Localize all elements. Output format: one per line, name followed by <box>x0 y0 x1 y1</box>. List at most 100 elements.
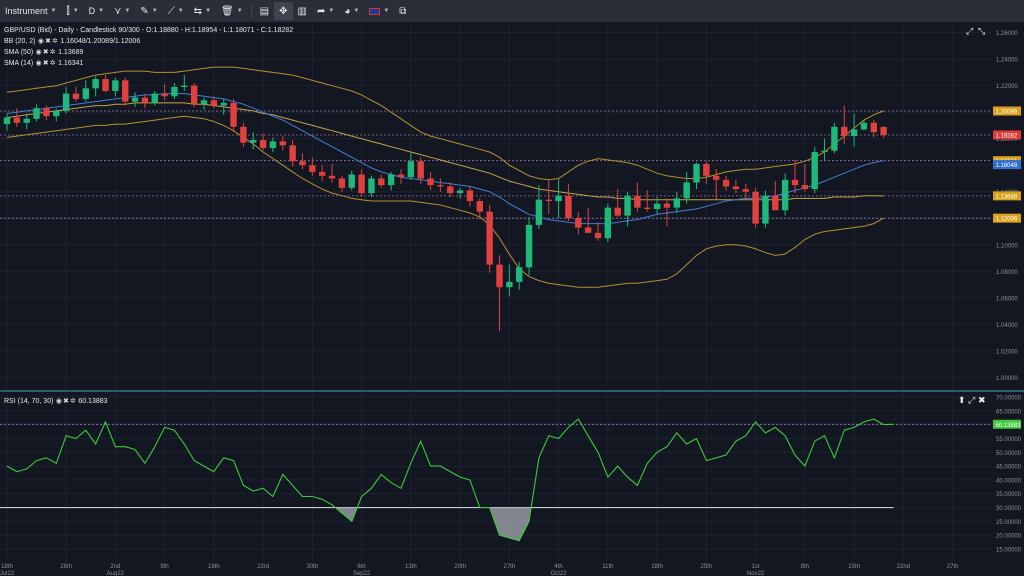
timeframe-label: D <box>88 6 96 16</box>
expand-panel-icon[interactable]: ⤢ <box>966 26 974 36</box>
close-icon[interactable]: ✖ <box>45 38 51 45</box>
rsi-chart[interactable]: 70.0000065.0000060.0000055.0000050.00000… <box>0 393 1024 576</box>
time-tick-label: 6th <box>357 564 365 570</box>
candle-body <box>190 85 198 105</box>
time-tick-month-label: Aug22 <box>107 571 125 576</box>
candle-body <box>348 174 355 188</box>
time-tick-label: 23rd <box>257 564 269 570</box>
gear-icon[interactable]: ✲ <box>49 60 56 67</box>
language-button[interactable]: ▼ <box>364 2 394 20</box>
close-icon[interactable]: ✖ <box>62 398 69 405</box>
candle-body <box>368 178 375 194</box>
close-icon[interactable]: ✖ <box>42 49 49 56</box>
candle-body <box>43 108 50 117</box>
close-panel-icon[interactable]: ✖ <box>978 395 986 405</box>
eye-icon[interactable]: ◉ <box>37 38 45 45</box>
time-tick-month-label: Sep22 <box>353 571 371 576</box>
bb-upper-line <box>6 66 884 181</box>
instrument-label: Instrument <box>5 6 48 16</box>
time-axis-background <box>0 561 1024 576</box>
chevron-down-icon: ▼ <box>383 8 390 14</box>
close-icon[interactable]: ✖ <box>42 60 49 67</box>
chart-header: GBP/USD (Bid) - Daily - Candlestick 90/3… <box>4 27 294 34</box>
candle-body <box>358 174 365 194</box>
rsi-axis[interactable]: 70.0000065.0000060.0000055.0000050.00000… <box>993 393 1024 563</box>
candle-body <box>575 218 582 228</box>
eye-icon[interactable]: ◉ <box>35 60 42 67</box>
move-up-icon[interactable]: ⬆ <box>958 395 966 405</box>
price-axis[interactable]: 1.260001.240001.220001.200001.180001.160… <box>993 22 1024 390</box>
drawing-tools-button[interactable]: ✎ ▼ <box>135 2 162 20</box>
time-tick-label: 18th <box>651 564 663 570</box>
candle-body <box>387 174 395 186</box>
candle-body <box>841 126 848 137</box>
line-tools-button[interactable]: ⟋ ▼ <box>163 2 189 20</box>
indicators-button[interactable]: ⋎ ▼ <box>109 2 135 20</box>
legend-bb[interactable]: BB (20, 2) ◉✖✲ 1.16048/1.20089/1.12006 <box>4 37 140 47</box>
share-button[interactable]: ➦ ▼ <box>312 2 339 20</box>
gear-icon[interactable]: ✲ <box>52 38 58 45</box>
legend-sma14-value: 1.16341 <box>58 60 84 67</box>
line-icon: ⟋ <box>167 5 175 17</box>
price-axis-background <box>993 22 1024 390</box>
legend-sma14[interactable]: SMA (14) ◉✖✲ 1.16341 <box>4 59 83 69</box>
delete-button[interactable]: 🗑 ▼ <box>216 2 248 20</box>
time-tick-month-label: Jul22 <box>0 571 15 576</box>
shapes-button[interactable]: ⇆ ▼ <box>189 2 216 20</box>
timeframe-dropdown[interactable]: D ▼ <box>84 2 109 20</box>
maximize-icon[interactable]: ⤡ <box>978 26 986 36</box>
gear-icon[interactable]: ✲ <box>49 49 56 56</box>
candle-body <box>240 126 247 143</box>
legend-sma14-name: SMA (14) <box>4 60 34 67</box>
time-tick-month-label: Oct22 <box>551 571 568 576</box>
layout-button[interactable]: ▤ <box>255 2 274 20</box>
eye-icon[interactable]: ◉ <box>55 398 62 405</box>
time-tick-label: 16th <box>208 564 220 570</box>
gear-icon[interactable]: ✲ <box>69 398 76 405</box>
legend-sma50[interactable]: SMA (50) ◉✖✲ 1.13689 <box>4 48 83 58</box>
price-tick-label: 1.18000 <box>996 137 1018 143</box>
candle-body <box>791 179 799 186</box>
theme-button[interactable]: ◕ ▼ <box>339 2 364 20</box>
candle-body <box>466 190 474 202</box>
eye-icon[interactable]: ◉ <box>35 49 42 56</box>
price-badge-label: 1.20089 <box>996 110 1018 116</box>
time-tick-label: 2nd <box>110 564 120 570</box>
candle-body <box>289 145 296 162</box>
shape-icon: ⇆ <box>193 5 203 17</box>
instrument-dropdown[interactable]: Instrument ▼ <box>0 2 61 20</box>
oversold-area <box>489 507 532 541</box>
rsi-tick-label: 15.00000 <box>996 548 1022 554</box>
candle-body <box>496 264 503 288</box>
rsi-tick-label: 70.00000 <box>996 396 1022 402</box>
candle-body <box>299 161 306 166</box>
time-tick-label: 26th <box>60 564 72 570</box>
rsi-background <box>0 393 1024 576</box>
rsi-legend[interactable]: RSI (14, 70, 30) ◉✖✲ 60.13883 <box>4 397 108 407</box>
chart-type-button[interactable]: ⫿ ▼ <box>61 2 83 20</box>
price-chart[interactable]: 1.260001.240001.220001.200001.180001.160… <box>0 22 1024 392</box>
candle-body <box>713 175 720 180</box>
candle-body <box>309 165 316 172</box>
candle-body <box>762 195 769 224</box>
bar-chart-button[interactable]: ▥ <box>293 2 312 20</box>
candle-body <box>437 185 444 187</box>
chevron-down-icon: ▼ <box>98 8 105 14</box>
chevron-down-icon: ▼ <box>50 8 57 14</box>
crosshair-button[interactable]: ✥ <box>274 2 293 20</box>
chevron-down-icon: ▼ <box>353 8 360 14</box>
toolbar: Instrument ▼ ⫿ ▼ D ▼ ⋎ ▼ ✎ ▼ ⟋ ▼ ⇆ ▼ 🗑 ▼ ▤ ✥ ▥ ➦… <box>0 0 1024 23</box>
candle-body <box>555 195 562 202</box>
price-tick-label: 1.02000 <box>996 349 1018 355</box>
candle-body <box>880 127 887 135</box>
expand-panel-icon[interactable]: ⤢ <box>968 395 976 405</box>
time-tick-label: 15th <box>848 564 860 570</box>
candle-body <box>644 207 651 209</box>
rsi-tick-label: 40.00000 <box>996 478 1022 484</box>
time-tick-label: 11th <box>602 564 613 570</box>
popout-button[interactable]: ⧉ <box>394 2 411 20</box>
candle-body <box>673 198 680 208</box>
candle-body <box>417 161 424 179</box>
candle-body <box>181 85 188 87</box>
